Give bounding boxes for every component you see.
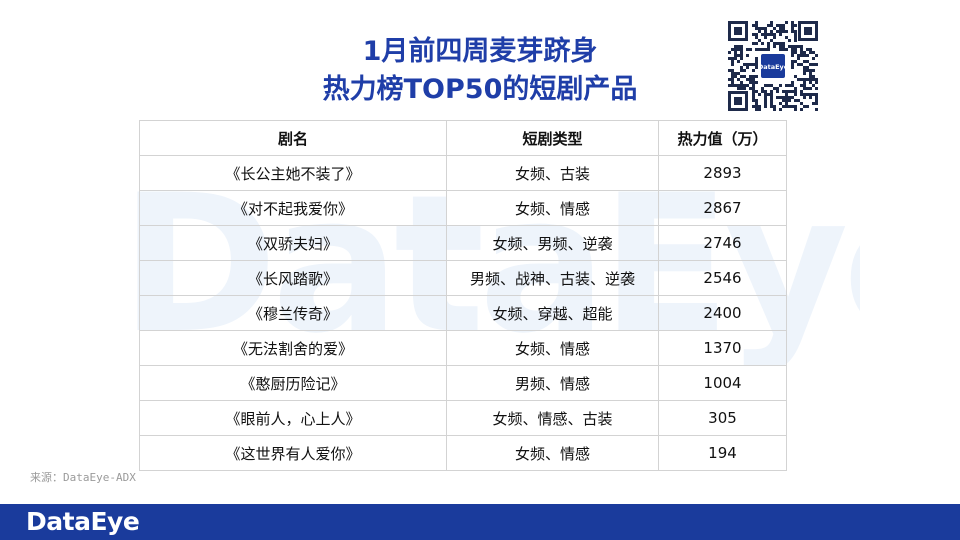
cell-drama-type: 女频、情感 (446, 330, 659, 366)
cell-drama-type: 女频、古装 (446, 155, 659, 191)
cell-drama-name: 《穆兰传奇》 (139, 295, 447, 331)
footer-logo: DataEye (26, 507, 140, 536)
cell-drama-name: 《这世界有人爱你》 (139, 435, 447, 471)
cell-drama-name: 《长风踏歌》 (139, 260, 447, 296)
ranking-table: 剧名 短剧类型 热力值（万） 《长公主她不装了》 女频、古装 2893 《对不起我爱你… (139, 120, 787, 471)
qr-logo-text: DataEye (758, 63, 789, 71)
page-title: 1月前四周麦芽跻身 热力榜TOP50的短剧产品 (240, 33, 720, 109)
table-header-row: 剧名 短剧类型 热力值（万） (139, 120, 787, 156)
source-note: 来源：DataEye-ADX (30, 471, 136, 484)
header-heat-value: 热力值（万） (658, 120, 787, 156)
cell-drama-type: 女频、情感 (446, 435, 659, 471)
title-line-1: 1月前四周麦芽跻身 (362, 36, 598, 67)
table-row: 《双骄夫妇》 女频、男频、逆袭 2746 (139, 225, 787, 261)
cell-heat-value: 1370 (658, 330, 787, 366)
cell-drama-type: 男频、情感 (446, 365, 659, 401)
cell-drama-type: 女频、情感 (446, 190, 659, 226)
cell-drama-name: 《对不起我爱你》 (139, 190, 447, 226)
header-drama-name: 剧名 (139, 120, 447, 156)
cell-drama-type: 女频、情感、古装 (446, 400, 659, 436)
cell-drama-name: 《无法割舍的爱》 (139, 330, 447, 366)
cell-drama-type: 女频、穿越、超能 (446, 295, 659, 331)
table-row: 《长公主她不装了》 女频、古装 2893 (139, 155, 787, 191)
table-row: 《对不起我爱你》 女频、情感 2867 (139, 190, 787, 226)
cell-heat-value: 2400 (658, 295, 787, 331)
table-row: 《憨厨历险记》 男频、情感 1004 (139, 365, 787, 401)
cell-heat-value: 194 (658, 435, 787, 471)
table-row: 《无法割舍的爱》 女频、情感 1370 (139, 330, 787, 366)
cell-drama-type: 男频、战神、古装、逆袭 (446, 260, 659, 296)
cell-heat-value: 2867 (658, 190, 787, 226)
cell-drama-name: 《眼前人，心上人》 (139, 400, 447, 436)
cell-heat-value: 2546 (658, 260, 787, 296)
cell-heat-value: 1004 (658, 365, 787, 401)
table-row: 《这世界有人爱你》 女频、情感 194 (139, 435, 787, 471)
cell-heat-value: 2893 (658, 155, 787, 191)
footer-bar: DataEye (0, 504, 960, 540)
title-line-2: 热力榜TOP50的短剧产品 (322, 74, 638, 105)
table-row: 《长风踏歌》 男频、战神、古装、逆袭 2546 (139, 260, 787, 296)
cell-heat-value: 2746 (658, 225, 787, 261)
cell-drama-name: 《憨厨历险记》 (139, 365, 447, 401)
cell-drama-type: 女频、男频、逆袭 (446, 225, 659, 261)
cell-heat-value: 305 (658, 400, 787, 436)
cell-drama-name: 《双骄夫妇》 (139, 225, 447, 261)
table-row: 《穆兰传奇》 女频、穿越、超能 2400 (139, 295, 787, 331)
header-drama-type: 短剧类型 (446, 120, 659, 156)
table-row: 《眼前人，心上人》 女频、情感、古装 305 (139, 400, 787, 436)
qr-code: DataEye (727, 20, 819, 112)
cell-drama-name: 《长公主她不装了》 (139, 155, 447, 191)
